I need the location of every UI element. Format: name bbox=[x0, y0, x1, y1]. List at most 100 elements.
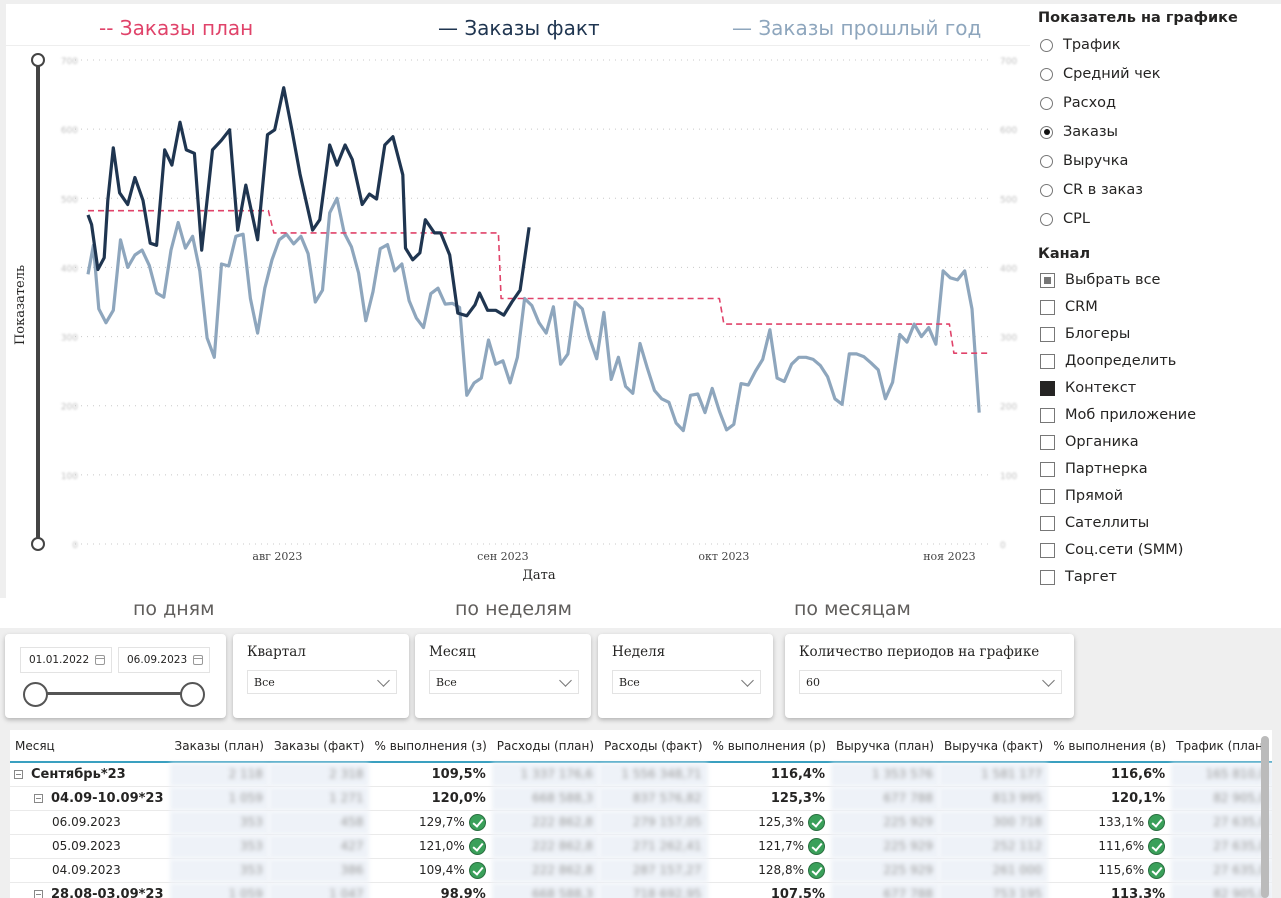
radio-icon[interactable] bbox=[1040, 96, 1053, 110]
table-row[interactable]: 05.09.2023 353 427 121,0% 222 862,8 271 262,4… bbox=[10, 834, 1272, 859]
value-cell: 668 588,3 bbox=[491, 786, 600, 811]
channel-option[interactable]: Контекст bbox=[1040, 378, 1136, 398]
checkbox-icon[interactable] bbox=[1040, 434, 1055, 450]
calendar-icon[interactable] bbox=[193, 655, 203, 665]
radio-icon[interactable] bbox=[1040, 38, 1053, 52]
checkbox-icon[interactable] bbox=[1040, 461, 1055, 477]
checkbox-icon[interactable] bbox=[1040, 272, 1055, 288]
column-header[interactable]: Заказы (факт) bbox=[268, 730, 370, 763]
checkbox-icon[interactable] bbox=[1040, 515, 1055, 531]
checkbox-icon[interactable] bbox=[1040, 299, 1055, 315]
cell-value: 82 905,0 bbox=[1213, 887, 1267, 898]
collapse-icon[interactable] bbox=[34, 889, 43, 898]
column-header[interactable]: Расходы (факт) bbox=[599, 730, 708, 763]
checkbox-icon[interactable] bbox=[1040, 407, 1055, 423]
y-range-slider-bottom-handle[interactable] bbox=[31, 537, 45, 551]
channel-option[interactable]: Выбрать все bbox=[1040, 270, 1160, 290]
checkbox-icon[interactable] bbox=[1040, 569, 1055, 585]
periods-dropdown[interactable]: 60 bbox=[799, 670, 1062, 694]
date-slider-track[interactable] bbox=[35, 692, 193, 695]
radio-icon[interactable] bbox=[1040, 154, 1053, 168]
radio-icon[interactable] bbox=[1040, 67, 1053, 81]
tab-by-weeks[interactable]: по неделям bbox=[455, 598, 572, 620]
table-row[interactable]: 04.09.2023 353 386 109,4% 222 862,8 287 157,2… bbox=[10, 858, 1272, 883]
channel-option[interactable]: CRM bbox=[1040, 297, 1098, 317]
y-tick-label-right: 400 bbox=[1000, 264, 1017, 274]
row-label: 04.09-10.09*23 bbox=[51, 790, 164, 806]
cell-value: 222 862,8 bbox=[531, 815, 594, 829]
channel-option[interactable]: Блогеры bbox=[1040, 324, 1130, 344]
cell-value: 668 588,3 bbox=[531, 887, 594, 898]
column-header[interactable]: Выручка (план) bbox=[831, 730, 940, 763]
indicator-option[interactable]: Расход bbox=[1040, 93, 1116, 113]
indicator-option[interactable]: Заказы bbox=[1040, 122, 1118, 142]
month-dropdown[interactable]: Все bbox=[429, 670, 579, 694]
column-header[interactable]: Трафик (план) bbox=[1171, 730, 1272, 763]
channel-option[interactable]: Соц.сети (SMM) bbox=[1040, 540, 1183, 560]
channel-option[interactable]: Доопределить bbox=[1040, 351, 1176, 371]
legend-fact[interactable]: — Заказы факт bbox=[438, 16, 600, 40]
date-to-input[interactable]: 06.09.2023 bbox=[118, 647, 210, 673]
y-tick-label: 300 bbox=[61, 334, 78, 344]
cell-value: 353 bbox=[240, 815, 263, 829]
channel-label: Выбрать все bbox=[1065, 272, 1161, 288]
date-slider-end-handle[interactable] bbox=[180, 682, 205, 707]
radio-icon[interactable] bbox=[1040, 212, 1053, 226]
column-header[interactable]: Месяц bbox=[10, 730, 170, 763]
channel-option[interactable]: Сателлиты bbox=[1040, 513, 1149, 533]
table-row[interactable]: 04.09-10.09*23 1 059 1 271 120,0% 668 588,3 8… bbox=[10, 786, 1272, 811]
column-header[interactable]: % выполнения (р) bbox=[707, 730, 832, 763]
cell-value: 753 195 bbox=[992, 887, 1043, 898]
channel-option[interactable]: Органика bbox=[1040, 432, 1139, 452]
quarter-dropdown[interactable]: Все bbox=[247, 670, 397, 694]
percent-cell: 109,4% bbox=[369, 858, 492, 883]
indicator-option[interactable]: Трафик bbox=[1040, 35, 1121, 55]
week-dropdown[interactable]: Все bbox=[612, 670, 761, 694]
indicator-option[interactable]: CR в заказ bbox=[1040, 180, 1143, 200]
legend-prev-year[interactable]: — Заказы прошлый год bbox=[732, 16, 982, 40]
table-row[interactable]: 06.09.2023 353 458 129,7% 222 862,8 279 157,0… bbox=[10, 810, 1272, 835]
y-tick-label: 500 bbox=[61, 195, 78, 205]
indicator-option[interactable]: Выручка bbox=[1040, 151, 1128, 171]
y-range-slider-top-handle[interactable] bbox=[31, 53, 45, 67]
indicator-option[interactable]: Средний чек bbox=[1040, 64, 1160, 84]
cell-value: 27 635,0 bbox=[1213, 839, 1267, 853]
radio-icon[interactable] bbox=[1040, 125, 1053, 139]
checkbox-icon[interactable] bbox=[1040, 542, 1055, 558]
channel-option[interactable]: Прямой bbox=[1040, 486, 1123, 506]
collapse-icon[interactable] bbox=[14, 769, 23, 779]
calendar-icon[interactable] bbox=[95, 655, 105, 665]
column-header[interactable]: Расходы (план) bbox=[491, 730, 600, 763]
indicator-label: CR в заказ bbox=[1063, 182, 1143, 198]
row-label-cell: Сентябрь*23 bbox=[10, 762, 170, 787]
tab-by-months[interactable]: по месяцам bbox=[794, 598, 911, 620]
cell-value: 1 353 576 bbox=[871, 767, 934, 782]
indicator-label: CPL bbox=[1063, 211, 1090, 227]
table-row[interactable]: 28.08-03.09*23 1 059 1 047 98,9% 668 588,3 71… bbox=[10, 882, 1272, 898]
date-to-value: 06.09.2023 bbox=[127, 654, 188, 666]
channel-option[interactable]: Моб приложение bbox=[1040, 405, 1196, 425]
column-header[interactable]: % выполнения (з) bbox=[369, 730, 492, 763]
tab-by-days[interactable]: по дням bbox=[133, 598, 215, 620]
value-cell: 1 337 176,6 bbox=[491, 762, 600, 787]
cell-value: 1 047 bbox=[329, 887, 364, 898]
column-header[interactable]: Выручка (факт) bbox=[939, 730, 1049, 763]
indicator-label: Расход bbox=[1063, 95, 1117, 111]
channel-option[interactable]: Партнерка bbox=[1040, 459, 1148, 479]
table-row[interactable]: Сентябрь*23 2 118 2 318 109,5% 1 337 176,6 1 … bbox=[10, 762, 1272, 787]
legend-plan[interactable]: -- Заказы план bbox=[99, 16, 254, 40]
channel-option[interactable]: Таргет bbox=[1040, 567, 1117, 587]
radio-icon[interactable] bbox=[1040, 183, 1053, 197]
date-from-input[interactable]: 01.01.2022 bbox=[20, 647, 112, 673]
indicator-option[interactable]: CPL bbox=[1040, 209, 1090, 229]
checkbox-icon[interactable] bbox=[1040, 326, 1055, 342]
column-header[interactable]: % выполнения (в) bbox=[1048, 730, 1172, 763]
column-header[interactable]: Заказы (план) bbox=[169, 730, 269, 763]
filter-panel: Показатель на графике Трафик Средний чек Р… bbox=[1030, 4, 1281, 598]
checkbox-icon[interactable] bbox=[1040, 488, 1055, 504]
checkbox-icon[interactable] bbox=[1040, 353, 1055, 369]
checkbox-icon[interactable] bbox=[1040, 380, 1055, 396]
collapse-icon[interactable] bbox=[34, 793, 43, 803]
table-scrollbar[interactable] bbox=[1261, 736, 1269, 898]
date-slider-start-handle[interactable] bbox=[23, 682, 48, 707]
